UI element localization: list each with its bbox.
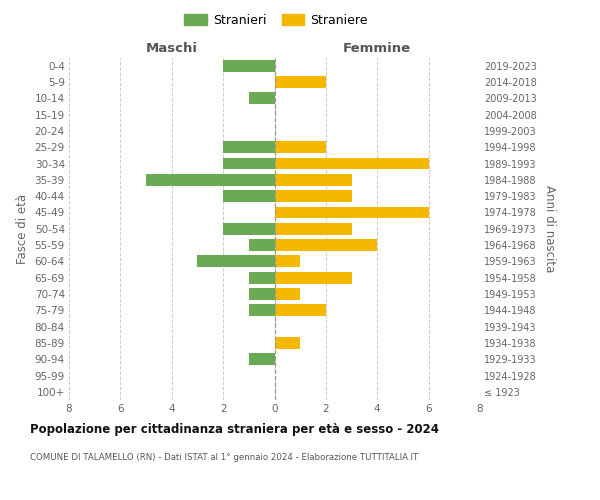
Y-axis label: Anni di nascita: Anni di nascita	[544, 185, 556, 272]
Bar	[249, 354, 275, 365]
Bar	[249, 288, 275, 300]
Bar	[275, 174, 352, 186]
Bar	[275, 337, 300, 349]
Bar	[275, 206, 428, 218]
Text: COMUNE DI TALAMELLO (RN) - Dati ISTAT al 1° gennaio 2024 - Elaborazione TUTTITAL: COMUNE DI TALAMELLO (RN) - Dati ISTAT al…	[30, 452, 418, 462]
Bar	[197, 256, 275, 267]
Bar	[275, 304, 326, 316]
Bar	[223, 223, 275, 234]
Text: Femmine: Femmine	[343, 42, 412, 55]
Bar	[223, 60, 275, 72]
Bar	[275, 239, 377, 251]
Bar	[223, 142, 275, 153]
Bar	[275, 142, 326, 153]
Bar	[275, 288, 300, 300]
Text: Popolazione per cittadinanza straniera per età e sesso - 2024: Popolazione per cittadinanza straniera p…	[30, 422, 439, 436]
Bar	[275, 76, 326, 88]
Legend: Stranieri, Straniere: Stranieri, Straniere	[179, 8, 373, 32]
Bar	[275, 190, 352, 202]
Bar	[223, 190, 275, 202]
Bar	[146, 174, 275, 186]
Bar	[275, 223, 352, 234]
Bar	[249, 92, 275, 104]
Bar	[275, 256, 300, 267]
Bar	[249, 304, 275, 316]
Text: Maschi: Maschi	[146, 42, 198, 55]
Bar	[223, 158, 275, 170]
Y-axis label: Fasce di età: Fasce di età	[16, 194, 29, 264]
Bar	[275, 158, 428, 170]
Bar	[249, 239, 275, 251]
Bar	[249, 272, 275, 283]
Bar	[275, 272, 352, 283]
